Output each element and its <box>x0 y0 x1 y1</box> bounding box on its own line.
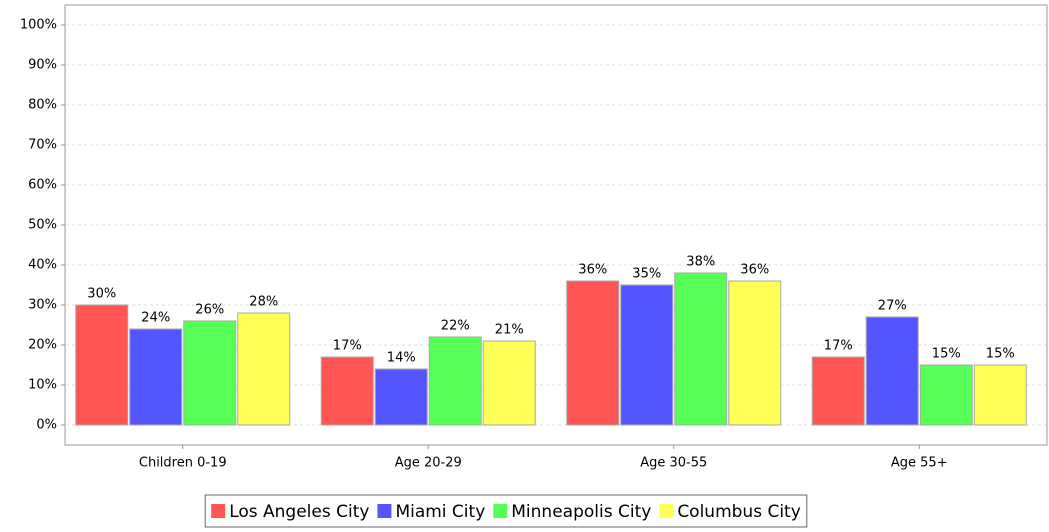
value-label: 26% <box>195 303 224 318</box>
value-label: 21% <box>495 323 524 338</box>
x-tick-label: Children 0-19 <box>139 456 227 471</box>
bar <box>428 336 482 426</box>
y-tick-label: 50% <box>28 218 57 233</box>
value-label: 24% <box>141 311 170 326</box>
y-tick-label: 0% <box>36 418 57 433</box>
bar <box>865 316 919 426</box>
legend-swatch <box>493 504 508 518</box>
x-tick-label: Age 30-55 <box>640 456 707 471</box>
value-label: 30% <box>87 287 116 302</box>
y-tick-label: 70% <box>28 138 57 153</box>
x-tick-label: Age 20-29 <box>395 456 462 471</box>
x-tick-label: Age 55+ <box>891 456 948 471</box>
value-label: 35% <box>632 267 661 282</box>
legend-label: Columbus City <box>677 502 800 522</box>
value-label: 15% <box>986 347 1015 362</box>
y-tick-label: 10% <box>28 378 57 393</box>
bar <box>75 304 129 426</box>
bar <box>674 272 728 426</box>
legend-swatch <box>659 504 674 518</box>
bar <box>620 284 674 426</box>
bar <box>482 340 536 426</box>
legend: Los Angeles City Miami City Minneapolis Ci… <box>204 494 808 528</box>
bar <box>183 320 237 426</box>
bar <box>129 328 183 426</box>
bar <box>374 368 428 426</box>
bar <box>728 280 782 426</box>
bar <box>811 356 865 426</box>
value-label: 15% <box>932 347 961 362</box>
value-label: 28% <box>249 295 278 310</box>
bar <box>973 364 1027 426</box>
value-label: 36% <box>578 263 607 278</box>
y-tick-label: 90% <box>28 58 57 73</box>
value-label: 17% <box>333 339 362 354</box>
y-tick-label: 80% <box>28 98 57 113</box>
legend-swatch <box>211 504 226 518</box>
y-tick-label: 20% <box>28 338 57 353</box>
value-label: 14% <box>387 351 416 366</box>
legend-label: Minneapolis City <box>511 502 651 522</box>
y-tick-label: 60% <box>28 178 57 193</box>
y-tick-label: 100% <box>20 18 57 33</box>
bar <box>919 364 973 426</box>
value-label: 36% <box>740 263 769 278</box>
value-label: 27% <box>878 299 907 314</box>
bar <box>566 280 620 426</box>
value-label: 22% <box>441 319 470 334</box>
bar <box>237 312 291 426</box>
y-tick-label: 40% <box>28 258 57 273</box>
bar <box>320 356 374 426</box>
y-tick-label: 30% <box>28 298 57 313</box>
legend-swatch <box>377 504 392 518</box>
value-label: 17% <box>824 339 853 354</box>
legend-label: Miami City <box>395 502 485 522</box>
value-label: 38% <box>686 255 715 270</box>
legend-label: Los Angeles City <box>229 502 369 522</box>
